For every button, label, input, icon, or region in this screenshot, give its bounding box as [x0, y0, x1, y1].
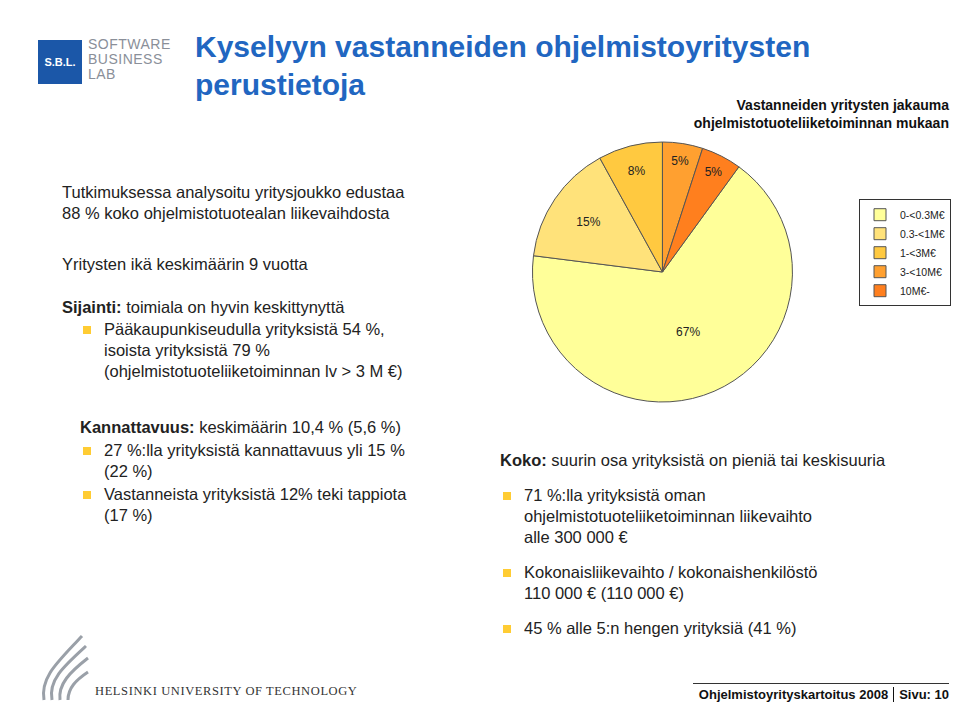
html-text:Kyselyyn vastanneiden ohjelmis: Kyselyyn vastanneiden ohjelmistoyrityste… — [195, 30, 811, 63]
html-text:isoista yrityksistä 79 %: isoista yrityksistä 79 % — [104, 341, 270, 359]
svg-text:67%: 67% — [676, 325, 700, 339]
html-text:Koko: suurin osa yrityksistä o: Koko: suurin osa yrityksistä on pieniä t… — [500, 451, 886, 469]
html-text:71 %:lla yrityksistä oman: 71 %:lla yrityksistä oman — [524, 486, 706, 504]
svg-text:0-<0.3M€: 0-<0.3M€ — [900, 209, 945, 221]
html-text:perustietoja: perustietoja — [195, 68, 365, 101]
html-text:ohjelmistotuoteliiketoiminnan: ohjelmistotuoteliiketoiminnan liikevaiht… — [524, 507, 812, 525]
svg-text:5%: 5% — [705, 165, 723, 179]
html-text:27 %:lla yrityksistä kannattav: 27 %:lla yrityksistä kannattavuus yli 15… — [104, 441, 405, 459]
html-text:Ohjelmistoyrityskartoitus 2008: Ohjelmistoyrityskartoitus 2008 — [698, 687, 889, 702]
html-text:45 % alle 5:n hengen yrityksiä: 45 % alle 5:n hengen yrityksiä (41 %) — [524, 619, 797, 637]
svg-text:10M€-: 10M€- — [900, 285, 930, 297]
svg-text:3-<10M€: 3-<10M€ — [900, 266, 942, 278]
html-text:Kokonaisliikevaihto / kokonais: Kokonaisliikevaihto / kokonaishenkilöstö — [524, 563, 818, 581]
html-text:110 000 € (110 000 €): 110 000 € (110 000 €) — [524, 584, 684, 602]
html-text:Sivu: 10: Sivu: 10 — [899, 687, 949, 702]
html-text:Kannattavuus: keskimäärin 10,4: Kannattavuus: keskimäärin 10,4 % (5,6 %) — [80, 418, 401, 436]
html-text:alle 300 000 €: alle 300 000 € — [524, 528, 628, 546]
html-text:Sijainti: toimiala on hyvin ke: Sijainti: toimiala on hyvin keskittynytt… — [62, 298, 345, 316]
html-text:BUSINESS: BUSINESS — [88, 51, 163, 67]
html-text:(22 %): (22 %) — [104, 462, 153, 480]
html-text:SOFTWARE: SOFTWARE — [88, 36, 171, 52]
svg-text:15%: 15% — [576, 215, 600, 229]
svg-text:1-<3M€: 1-<3M€ — [900, 247, 936, 259]
html-text:Tutkimuksessa analysoitu yrity: Tutkimuksessa analysoitu yritysjoukko ed… — [62, 183, 405, 201]
html-text:Yritysten ikä keskimäärin 9 vu: Yritysten ikä keskimäärin 9 vuotta — [62, 255, 308, 273]
html-text:(17 %): (17 %) — [104, 506, 153, 524]
html-text:Vastanneista yrityksistä 12% t: Vastanneista yrityksistä 12% teki tappio… — [104, 485, 407, 503]
svg-text:8%: 8% — [628, 164, 646, 178]
svg-text:Vastanneiden yritysten jakauma: Vastanneiden yritysten jakaumaohjelmisto… — [694, 97, 949, 131]
svg-text:5%: 5% — [671, 154, 689, 168]
html-text:Pääkaupunkiseudulla yrityksist: Pääkaupunkiseudulla yrityksistä 54 %, — [104, 320, 385, 338]
html-text:LAB: LAB — [88, 66, 116, 82]
html-text:S.B.L.: S.B.L. — [44, 56, 76, 68]
html-text:HELSINKI UNIVERSITY OF TECHNOL: HELSINKI UNIVERSITY OF TECHNOLOGY — [95, 684, 358, 698]
html-text:(ohjelmistotuoteliiketoiminnan: (ohjelmistotuoteliiketoiminnan lv > 3 M … — [104, 362, 403, 380]
svg-text:0.3-<1M€: 0.3-<1M€ — [900, 228, 945, 240]
html-text:88 % koko ohjelmistotuotealan: 88 % koko ohjelmistotuotealan liikevaihd… — [62, 204, 390, 222]
